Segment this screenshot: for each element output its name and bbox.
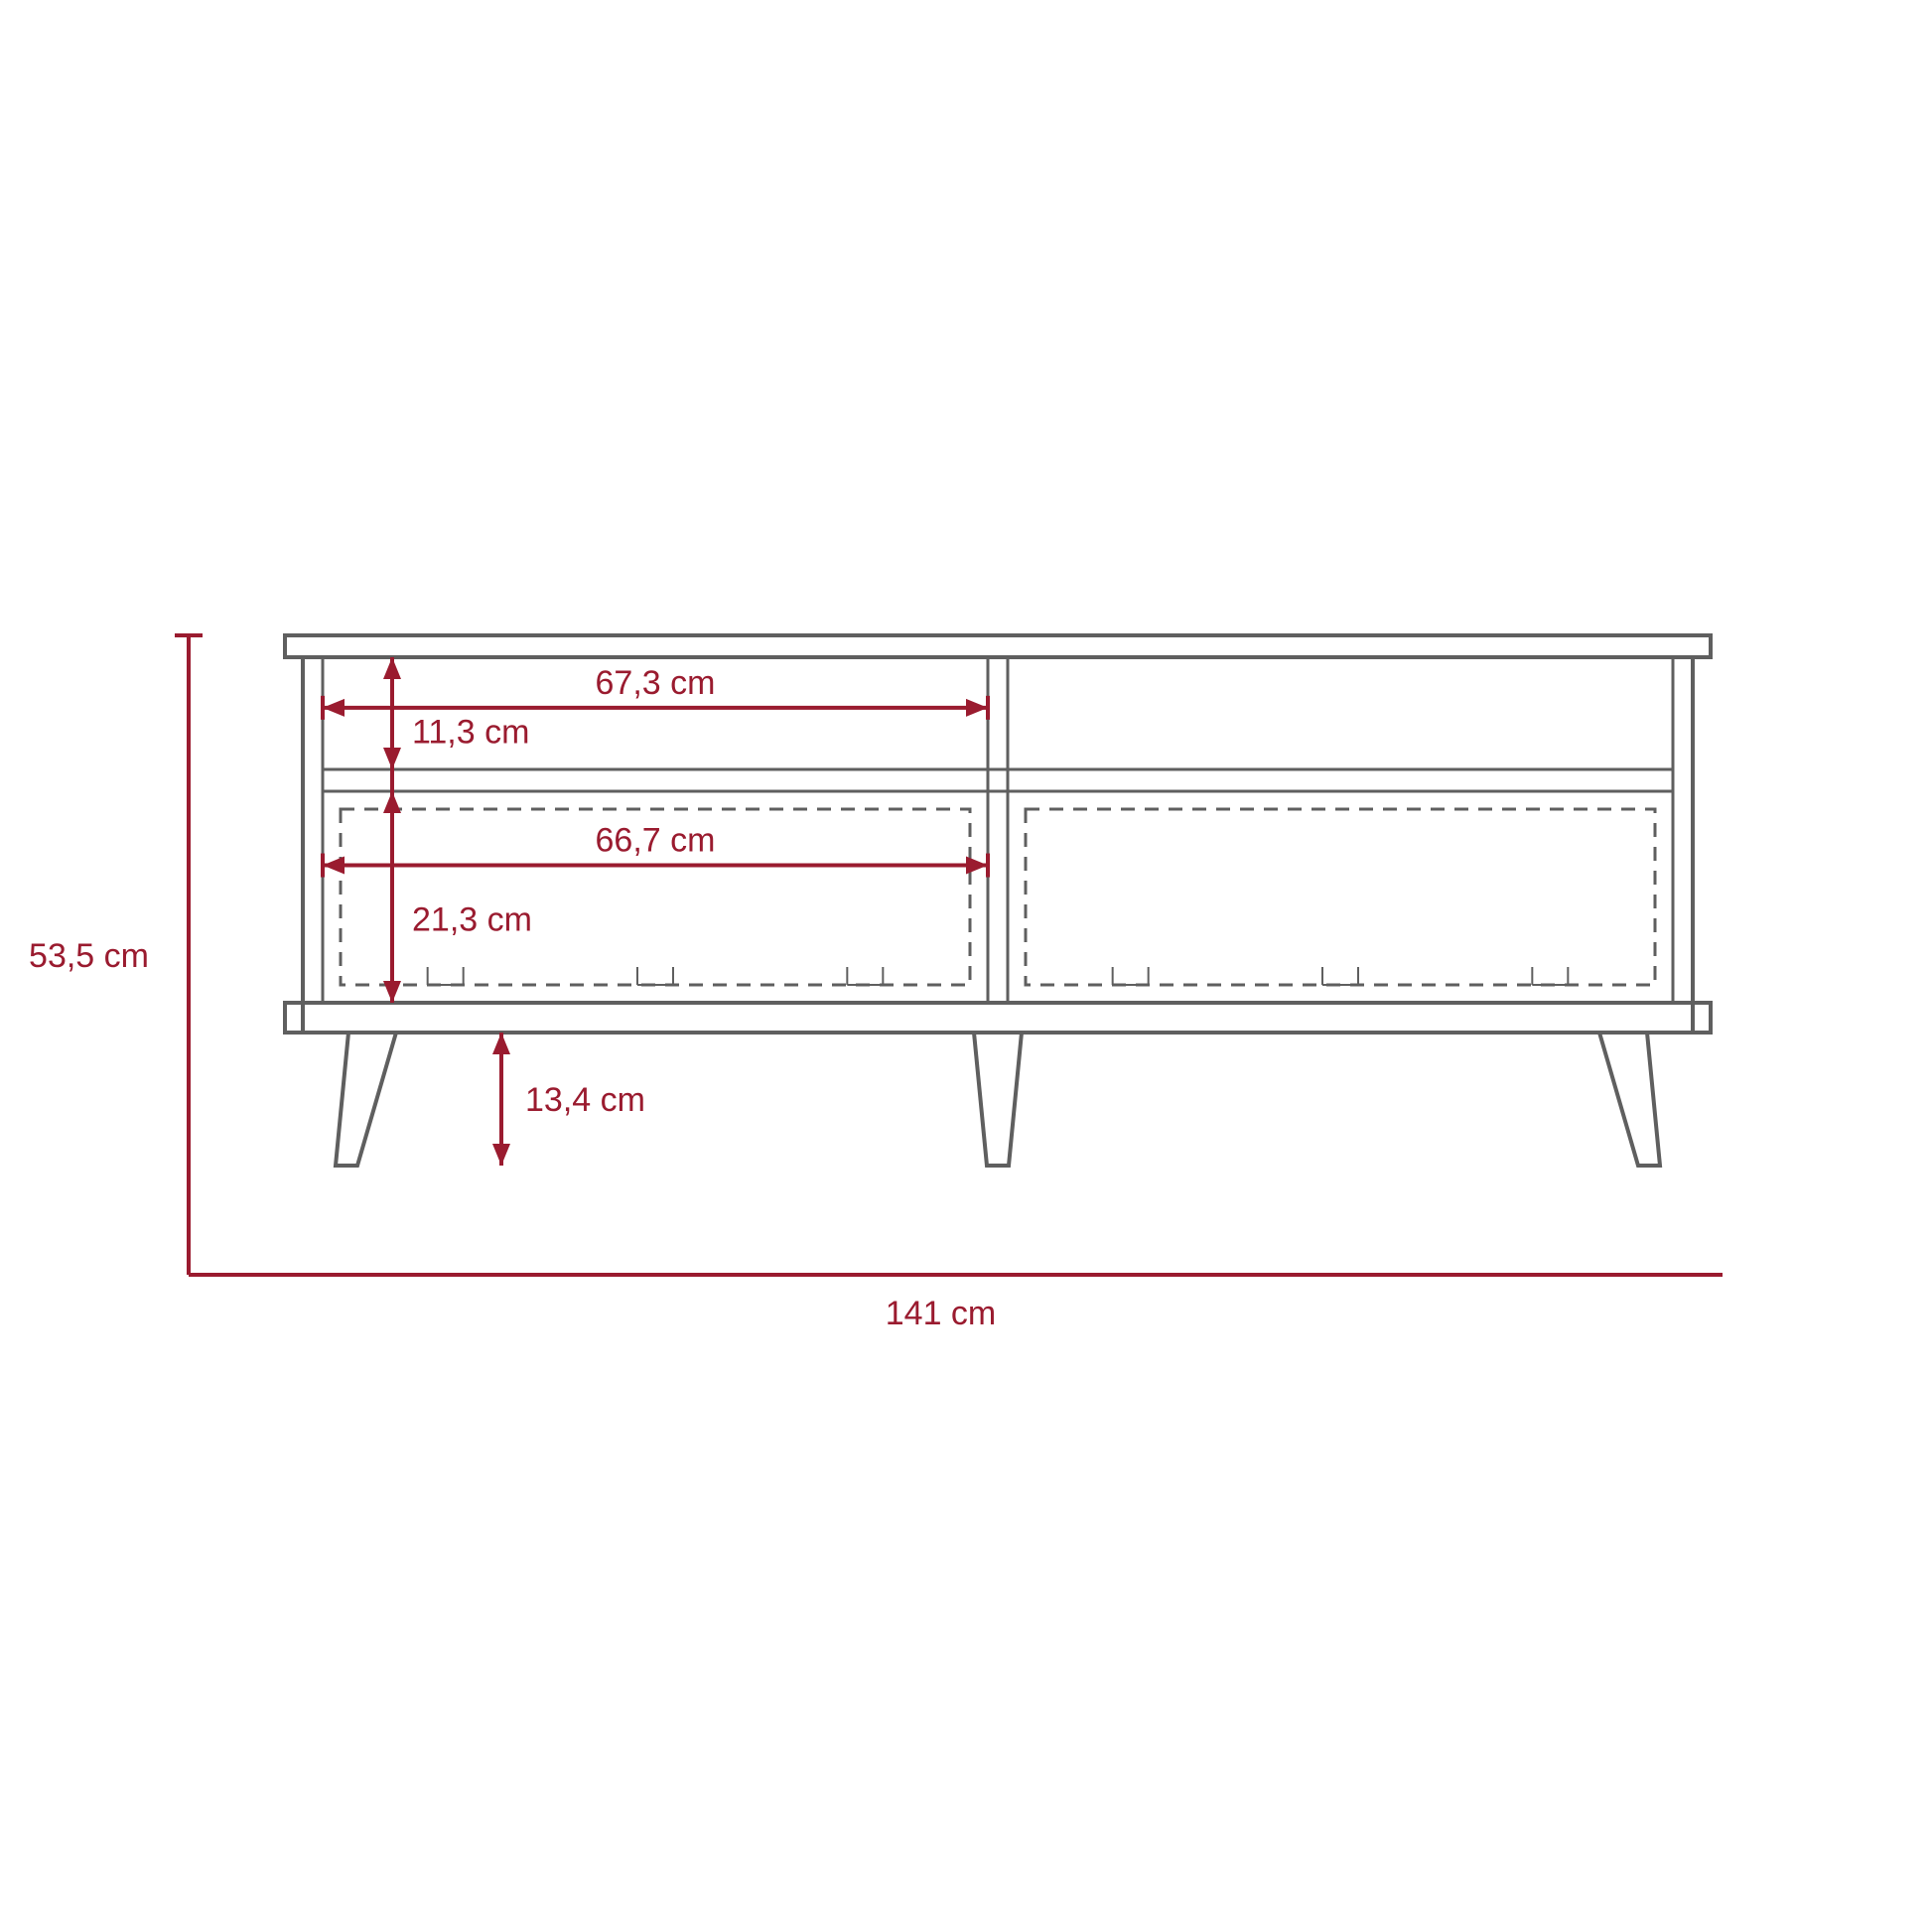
dim-drawer-width-label: 66,7 cm — [596, 822, 716, 860]
top-board — [285, 635, 1711, 657]
dim-total-height-label: 53,5 cm — [29, 937, 149, 975]
technical-drawing: 53,5 cm 141 cm 67,3 cm 11,3 cm 66,7 cm 21,3 c… — [0, 0, 1932, 1932]
drawer-dashed — [1026, 809, 1655, 985]
dim-total-width-label: 141 cm — [886, 1295, 997, 1332]
dim-shelf-width-label: 67,3 cm — [596, 664, 716, 702]
drawing-stage: 53,5 cm 141 cm 67,3 cm 11,3 cm 66,7 cm 21,3 c… — [0, 0, 1932, 1932]
dim-drawer-height-label: 21,3 cm — [412, 901, 532, 939]
bottom-board — [285, 1003, 1711, 1033]
dim-leg-height-label: 13,4 cm — [525, 1081, 645, 1119]
dim-shelf-height-label: 11,3 cm — [412, 714, 529, 752]
